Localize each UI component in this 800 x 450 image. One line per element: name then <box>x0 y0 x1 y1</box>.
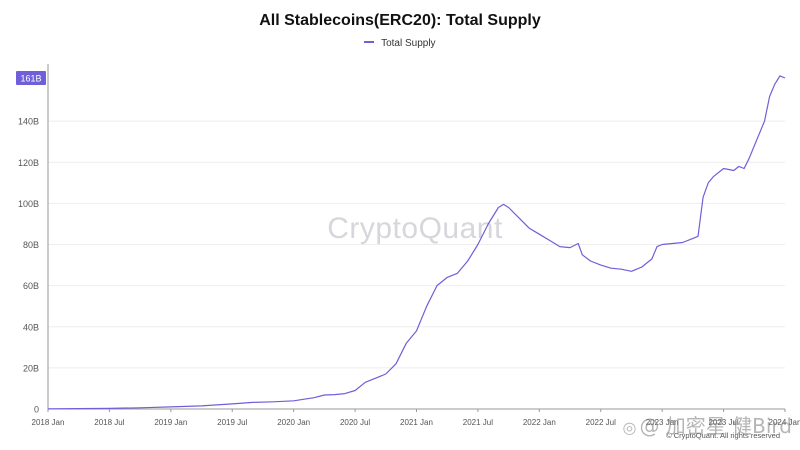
current-value-label: 161B <box>20 74 41 84</box>
x-tick-label: 2019 Jul <box>217 418 247 427</box>
x-tick-label: 2020 Jul <box>340 418 370 427</box>
legend-swatch <box>364 41 375 44</box>
x-tick-label: 2024 Jan <box>769 418 800 427</box>
y-tick-label: 40B <box>23 322 39 332</box>
y-tick-label: 60B <box>23 281 39 291</box>
y-tick-label: 20B <box>23 363 39 373</box>
y-tick-label: 80B <box>23 240 39 250</box>
chart-title: All Stablecoins(ERC20): Total Supply <box>259 12 541 29</box>
corner-watermark: ◎ @ 加密星 健Bird <box>622 410 792 439</box>
series-line-total-supply <box>47 75 786 410</box>
current-value-badge <box>16 71 46 85</box>
x-tick-label: 2022 Jul <box>586 418 616 427</box>
weibo-icon: ◎ <box>622 418 637 437</box>
x-tick-label: 2023 Jan <box>646 418 679 427</box>
x-tick-label: 2018 Jul <box>94 418 124 427</box>
x-tick-label: 2022 Jan <box>523 418 556 427</box>
y-tick-label: 120B <box>18 158 39 168</box>
corner-watermark-text: @ 加密星 健Bird <box>639 414 792 438</box>
x-tick-label: 2021 Jan <box>400 418 433 427</box>
legend[interactable]: Total Supply <box>0 38 800 49</box>
copyright-text: © CryptoQuant. All rights reserved <box>666 431 780 440</box>
x-tick-label: 2019 Jan <box>154 418 187 427</box>
y-tick-label: 140B <box>18 117 39 127</box>
x-tick-label: 2018 Jan <box>32 418 65 427</box>
y-tick-label: 0 <box>34 405 39 415</box>
y-tick-label: 100B <box>18 199 39 209</box>
x-tick-label: 2020 Jan <box>277 418 310 427</box>
legend-label: Total Supply <box>381 38 436 49</box>
x-tick-label: 2021 Jul <box>463 418 493 427</box>
x-tick-label: 2023 Jul <box>708 418 738 427</box>
